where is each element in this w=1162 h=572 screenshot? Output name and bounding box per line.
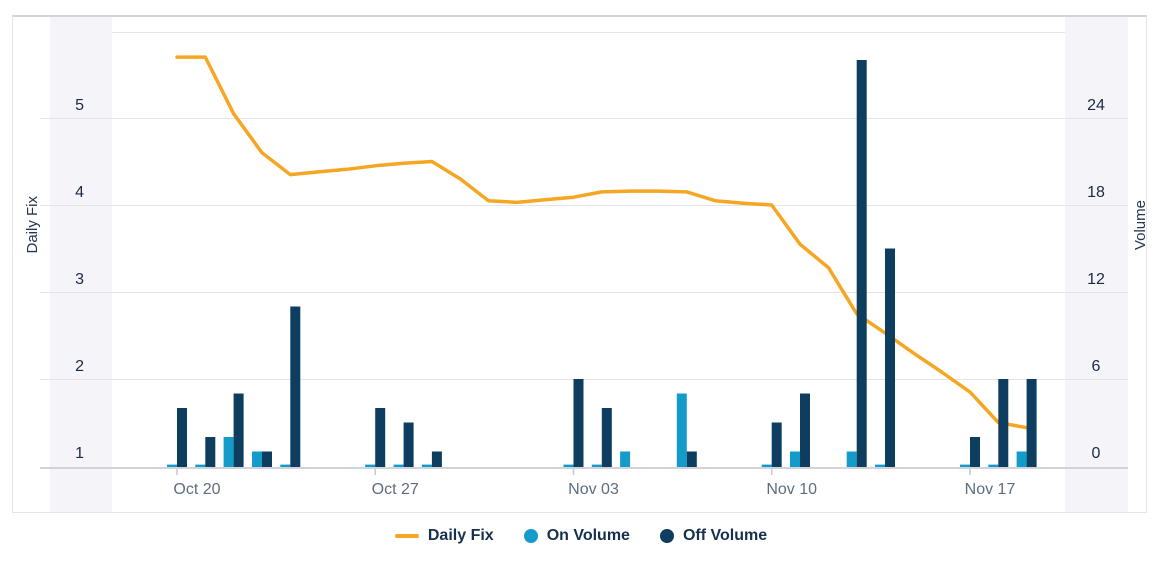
on-volume-bar[interactable] xyxy=(875,464,885,467)
off-volume-bar[interactable] xyxy=(1026,379,1037,467)
legend-item-on-volume[interactable]: On Volume xyxy=(523,527,630,545)
left-axis-title: Daily Fix xyxy=(24,196,41,254)
on-volume-bar[interactable] xyxy=(421,464,432,467)
on-volume-bar[interactable] xyxy=(960,464,970,467)
on-volume-bar[interactable] xyxy=(167,464,177,467)
off-volume-bar[interactable] xyxy=(970,437,980,467)
on-volume-bar[interactable] xyxy=(252,451,262,468)
off-volume-circle-swatch xyxy=(659,529,674,543)
left-axis-tick-label: 4 xyxy=(75,184,84,201)
off-volume-bar[interactable] xyxy=(885,248,895,468)
right-axis-title: Volume xyxy=(1132,200,1149,251)
off-volume-bar[interactable] xyxy=(998,379,1009,467)
right-axis-tick-label: 12 xyxy=(1087,271,1105,288)
legend-label-off-volume: Off Volume xyxy=(682,527,768,544)
chart-legend: Daily Fix On Volume Off Volume xyxy=(0,527,1162,545)
off-volume-bar[interactable] xyxy=(290,306,301,468)
x-axis-tick-label: Nov 10 xyxy=(766,481,817,498)
right-axis-tick-label: 24 xyxy=(1087,97,1105,114)
x-axis-tick-label: Oct 20 xyxy=(173,481,220,498)
on-volume-bar[interactable] xyxy=(1016,451,1027,468)
off-volume-bar[interactable] xyxy=(771,422,782,468)
left-axis-tick-label: 5 xyxy=(75,97,84,114)
left-axis-tick-label: 1 xyxy=(75,445,84,462)
on-volume-bar[interactable] xyxy=(846,451,857,468)
on-volume-bar[interactable] xyxy=(790,451,800,468)
off-volume-bar[interactable] xyxy=(403,422,414,468)
off-volume-bar[interactable] xyxy=(262,451,272,468)
on-volume-bar[interactable] xyxy=(393,464,404,467)
off-volume-bar[interactable] xyxy=(856,60,867,467)
legend-item-daily-fix[interactable]: Daily Fix xyxy=(394,527,494,545)
legend-item-off-volume[interactable]: Off Volume xyxy=(659,527,768,545)
off-volume-bar[interactable] xyxy=(375,408,386,467)
off-volume-bar[interactable] xyxy=(177,408,187,467)
on-volume-bar[interactable] xyxy=(280,464,291,467)
off-volume-bar[interactable] xyxy=(601,408,612,467)
right-axis-tick-label: 0 xyxy=(1092,445,1101,462)
axis-band xyxy=(1065,17,1128,512)
on-volume-bar[interactable] xyxy=(620,451,631,468)
left-axis-tick-label: 2 xyxy=(75,358,84,375)
on-volume-circle-swatch xyxy=(523,529,538,543)
off-volume-bar[interactable] xyxy=(205,437,216,467)
on-volume-bar[interactable] xyxy=(365,464,376,467)
on-volume-bar[interactable] xyxy=(591,464,602,467)
legend-label-daily-fix: Daily Fix xyxy=(427,527,494,544)
on-volume-bar[interactable] xyxy=(761,464,772,467)
x-axis-tick-label: Nov 17 xyxy=(965,481,1016,498)
off-volume-bar[interactable] xyxy=(800,393,810,468)
daily-fix-line[interactable] xyxy=(175,55,1029,430)
x-axis-tick-label: Nov 03 xyxy=(568,481,619,498)
on-volume-bar[interactable] xyxy=(195,464,206,467)
on-volume-bar[interactable] xyxy=(988,464,999,467)
x-axis-tick-label: Oct 27 xyxy=(372,481,419,498)
daily-fix-line-swatch xyxy=(394,534,419,538)
right-axis-tick-label: 6 xyxy=(1092,358,1101,375)
right-axis-tick-label: 18 xyxy=(1087,184,1105,201)
off-volume-bar[interactable] xyxy=(431,451,442,468)
on-volume-bar[interactable] xyxy=(676,393,687,468)
on-volume-bar[interactable] xyxy=(223,437,234,467)
off-volume-bar[interactable] xyxy=(233,393,244,468)
on-volume-bar[interactable] xyxy=(563,464,574,467)
left-axis-tick-label: 3 xyxy=(75,271,84,288)
legend-label-on-volume: On Volume xyxy=(546,527,630,544)
off-volume-bar[interactable] xyxy=(573,379,584,467)
off-volume-bar[interactable] xyxy=(686,451,697,468)
axis-band xyxy=(50,17,112,512)
